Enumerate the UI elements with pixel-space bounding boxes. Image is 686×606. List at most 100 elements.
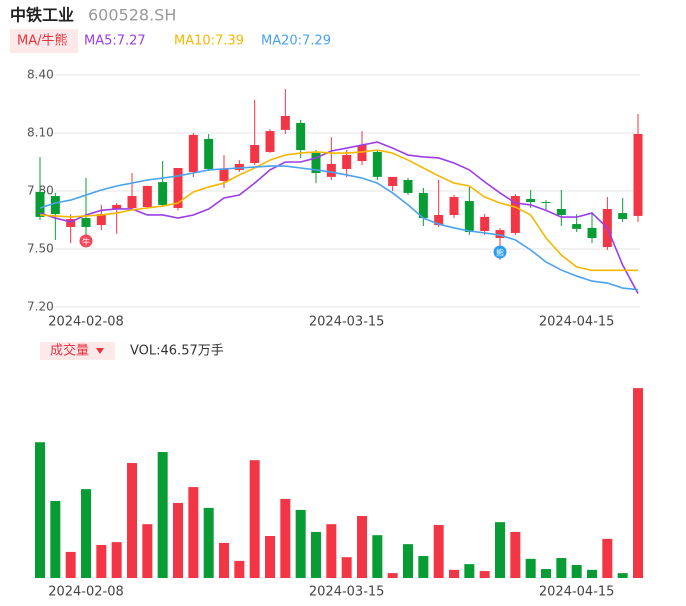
volume-bar bbox=[449, 569, 459, 578]
volume-bar bbox=[387, 573, 398, 578]
x-tick-label: 2024-02-08 bbox=[48, 315, 124, 330]
x-tick-label: 2024-03-15 bbox=[309, 585, 385, 600]
candle-body bbox=[35, 191, 45, 217]
volume-bar bbox=[341, 557, 352, 578]
volume-bar bbox=[265, 536, 275, 578]
volume-badge[interactable] bbox=[40, 342, 115, 360]
volume-bar bbox=[142, 524, 153, 578]
volume-bar bbox=[464, 564, 475, 578]
annotation-badge bbox=[79, 234, 93, 248]
candle-body bbox=[142, 185, 152, 208]
volume-bar bbox=[234, 560, 245, 578]
volume-bar bbox=[556, 558, 567, 578]
candle-body bbox=[219, 168, 229, 181]
volume-bar bbox=[495, 522, 505, 578]
volume-bar bbox=[295, 509, 306, 578]
candle-body bbox=[526, 198, 536, 203]
ma-line bbox=[39, 141, 639, 294]
x-tick-label: 2024-02-08 bbox=[48, 585, 124, 600]
candle-body bbox=[296, 122, 306, 151]
candle-body bbox=[66, 219, 76, 227]
candle-body bbox=[250, 144, 260, 163]
volume-bar bbox=[249, 460, 260, 578]
y-tick-label: 8.10 bbox=[27, 126, 54, 140]
y-tick-label: 7.50 bbox=[27, 242, 54, 256]
volume-bar bbox=[418, 555, 429, 578]
volume-bar bbox=[35, 442, 45, 578]
legend-badge[interactable] bbox=[10, 29, 78, 53]
volume-bar bbox=[203, 507, 214, 578]
candle-body bbox=[127, 196, 137, 209]
volume-title[interactable]: 成交量 bbox=[50, 343, 89, 359]
candle-body bbox=[265, 131, 275, 152]
candle-body bbox=[572, 224, 582, 229]
volume-bar bbox=[81, 489, 91, 578]
candle-body bbox=[342, 155, 352, 169]
candle-body bbox=[112, 204, 122, 209]
volume-bar bbox=[479, 571, 490, 578]
volume-bar bbox=[326, 524, 337, 578]
candle-body bbox=[495, 230, 505, 238]
stock-code: 600528.SH bbox=[88, 6, 176, 25]
volume-bar bbox=[617, 573, 628, 578]
candle-body bbox=[480, 216, 490, 232]
candle-body bbox=[188, 134, 198, 173]
candle-body bbox=[434, 214, 444, 226]
annotation-text: 牛 bbox=[82, 236, 90, 246]
volume-bar bbox=[602, 538, 613, 578]
volume-bar bbox=[403, 544, 413, 578]
legend-entry: MA20:7.29 bbox=[261, 34, 331, 49]
candle-body bbox=[96, 214, 106, 226]
candle-body bbox=[556, 208, 566, 215]
candle-body bbox=[173, 167, 183, 209]
volume-bar bbox=[311, 531, 321, 578]
candle-body bbox=[449, 196, 459, 215]
volume-bar bbox=[633, 388, 643, 578]
dropdown-arrow[interactable] bbox=[96, 348, 104, 354]
candle-body bbox=[81, 218, 91, 227]
legend-entry: MA5:7.27 bbox=[84, 34, 146, 49]
candle-body bbox=[234, 163, 244, 170]
candle-body bbox=[50, 196, 60, 215]
x-tick-label: 2024-03-15 bbox=[309, 315, 385, 330]
candle-body bbox=[618, 213, 628, 220]
volume-bar bbox=[173, 502, 183, 578]
candle-body bbox=[204, 138, 214, 169]
candle-body bbox=[388, 176, 398, 186]
candle-body bbox=[280, 115, 290, 130]
ma-line bbox=[39, 165, 639, 291]
candle-body bbox=[158, 182, 168, 205]
legend-entry: MA10:7.39 bbox=[174, 34, 244, 49]
y-tick-label: 7.20 bbox=[27, 300, 54, 314]
volume-bar bbox=[157, 452, 168, 578]
volume-bar bbox=[357, 516, 367, 578]
stock-name: 中铁工业 bbox=[10, 6, 74, 25]
volume-bar bbox=[188, 487, 199, 578]
volume-bar bbox=[571, 564, 582, 578]
volume-bar bbox=[372, 535, 383, 578]
candle-body bbox=[464, 201, 474, 232]
annotation-text: 熊 bbox=[496, 247, 504, 257]
volume-bar bbox=[219, 542, 229, 578]
volume-bar bbox=[50, 500, 61, 578]
candle-body bbox=[372, 151, 382, 177]
ma-line bbox=[39, 149, 638, 272]
candle-body bbox=[357, 144, 367, 162]
candle-body bbox=[403, 179, 413, 193]
candle-body bbox=[418, 192, 428, 219]
volume-bar bbox=[525, 558, 536, 578]
volume-bar bbox=[510, 531, 521, 578]
candle-body bbox=[541, 202, 551, 204]
volume-bar bbox=[433, 525, 444, 578]
candle-body bbox=[510, 196, 520, 233]
volume-bar bbox=[96, 544, 107, 578]
volume-legend: VOL:46.57万手 bbox=[130, 344, 224, 359]
volume-bar bbox=[280, 498, 291, 578]
volume-bar bbox=[587, 569, 597, 578]
volume-bar bbox=[65, 551, 76, 578]
candle-body bbox=[587, 227, 597, 238]
legend-title[interactable]: MA/牛熊 bbox=[17, 33, 68, 49]
y-tick-label: 8.40 bbox=[27, 68, 54, 82]
annotation-badge bbox=[493, 245, 507, 259]
